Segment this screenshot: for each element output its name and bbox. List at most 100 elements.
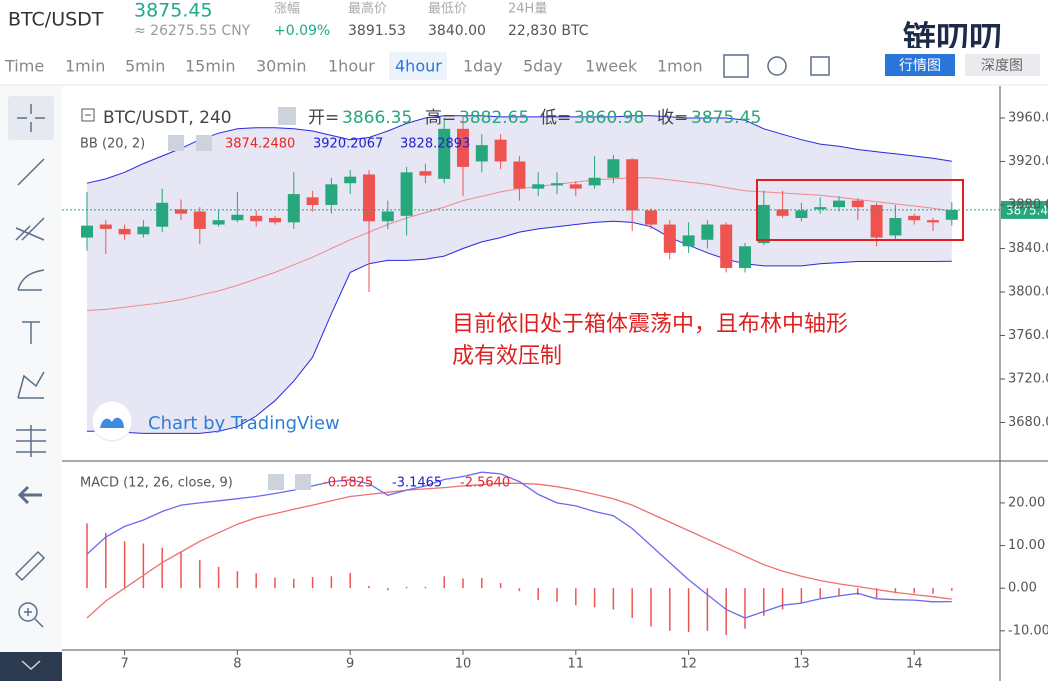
candle-body xyxy=(720,224,733,269)
view-button-active[interactable] xyxy=(885,54,955,76)
candle-body xyxy=(569,184,582,189)
candle-body xyxy=(475,145,488,162)
macd-dea xyxy=(86,482,952,619)
candle-body xyxy=(81,225,93,238)
cross-tool[interactable] xyxy=(17,104,45,132)
interval[interactable]: 1mon xyxy=(657,57,703,76)
indicator-value: -2.5640 xyxy=(460,476,510,491)
stat-value: 3840.00 xyxy=(428,23,486,39)
stat-label: 最低价 xyxy=(428,2,467,17)
candle-body xyxy=(833,200,845,208)
collapse-icon[interactable] xyxy=(81,108,95,122)
ohlc-label: 开= xyxy=(308,108,339,128)
interval[interactable]: 5day xyxy=(523,57,563,76)
candle-body xyxy=(551,183,563,186)
price-tag xyxy=(1001,200,1048,219)
stat-value: 3891.53 xyxy=(348,23,406,39)
ohlc-value: 3875.45 xyxy=(691,108,761,128)
view-label: 深度图 xyxy=(981,58,1023,74)
ohlc-value: 3882.65 xyxy=(459,108,529,128)
y-tick-label: 3840.00 xyxy=(1008,241,1048,256)
candle-body xyxy=(325,184,338,205)
y-tick-label: 20.00 xyxy=(1008,495,1045,510)
x-tick-label: 10 xyxy=(455,657,472,672)
interval[interactable]: 1hour xyxy=(328,57,375,76)
settings-icon[interactable] xyxy=(278,107,296,125)
stat-value: 22,830 BTC xyxy=(508,23,589,39)
zoom-tool[interactable] xyxy=(24,608,44,628)
watermark: Chart by TradingView xyxy=(148,413,340,434)
candle-body xyxy=(795,210,808,219)
fullscreen-icon[interactable] xyxy=(810,56,830,76)
pattern-tool[interactable] xyxy=(17,371,45,399)
close-icon[interactable] xyxy=(295,474,311,490)
x-tick-label: 7 xyxy=(120,657,128,672)
text-tool[interactable] xyxy=(22,321,40,344)
ohlc-legend: 开= 3866.35 高= 3882.65 低= 3860.98 收= 3875.45 xyxy=(308,108,761,128)
interval[interactable]: 4hour xyxy=(395,57,442,76)
candle-body xyxy=(175,209,187,214)
candle-body xyxy=(212,220,225,225)
candle-body xyxy=(438,128,451,179)
zoom-tool[interactable] xyxy=(18,602,38,622)
candle-body xyxy=(908,215,921,221)
candle-body xyxy=(363,174,375,222)
x-tick-label: 14 xyxy=(906,657,923,672)
close-icon[interactable] xyxy=(196,135,212,151)
watermark-logo xyxy=(100,417,124,428)
candle-body xyxy=(287,194,300,223)
x-tick-label: 13 xyxy=(793,657,810,672)
stat-label: 涨幅 xyxy=(274,2,300,17)
stat-value: +0.09% xyxy=(274,23,330,39)
candle-body xyxy=(776,209,789,216)
measure-tool[interactable] xyxy=(16,425,46,457)
interval[interactable]: 15min xyxy=(185,57,236,76)
stats: 涨幅 +0.09% 最高价 3891.53 最低价 3840.00 24H量 22,830 B… xyxy=(274,1,589,40)
candle-body xyxy=(607,159,620,178)
band-upper xyxy=(86,115,952,184)
candle-body xyxy=(494,139,507,162)
watermark-logo xyxy=(91,400,133,442)
candle-body xyxy=(814,207,827,210)
interval[interactable]: 5min xyxy=(125,57,165,76)
back-tool[interactable] xyxy=(17,485,42,505)
collapse[interactable] xyxy=(0,652,62,681)
stat-label: 24H量 xyxy=(508,2,547,17)
brush-tool[interactable] xyxy=(17,269,45,291)
line-tool[interactable] xyxy=(17,158,45,186)
interval[interactable]: 30min xyxy=(256,57,307,76)
candle-body xyxy=(626,159,639,211)
tool-active[interactable] xyxy=(8,96,54,140)
header-bg xyxy=(0,0,1048,48)
ohlc-label: 高= xyxy=(425,108,456,128)
band-fill xyxy=(87,115,952,434)
candle-body xyxy=(945,209,958,220)
interval[interactable]: 1day xyxy=(463,57,503,76)
price: 3875.45 xyxy=(134,0,213,22)
indicator-value: -3.1465 xyxy=(392,476,442,491)
candle-body xyxy=(419,171,432,176)
fib-tool[interactable] xyxy=(15,217,45,241)
candle-body xyxy=(588,177,601,186)
candle-body xyxy=(306,197,319,205)
indicator-icon[interactable] xyxy=(723,54,749,78)
settings-icon[interactable] xyxy=(767,56,787,76)
settings-icon[interactable] xyxy=(268,474,284,490)
interval[interactable]: Time xyxy=(4,57,44,76)
candle-body xyxy=(663,224,676,253)
annotation: 目前依旧处于箱体震荡中，且布林中轴形 xyxy=(452,312,848,337)
interval[interactable]: 1min xyxy=(65,57,105,76)
macd-dif xyxy=(86,471,952,619)
ruler-tool[interactable] xyxy=(14,550,46,582)
y-tick-label: 3960.00 xyxy=(1008,110,1048,125)
price-pane xyxy=(81,115,958,434)
interval-active-bg xyxy=(389,52,447,80)
indicator-label: BB (20, 2) xyxy=(80,137,145,152)
view-button[interactable] xyxy=(965,54,1040,76)
candle-body xyxy=(757,204,770,244)
interval[interactable]: 1week xyxy=(585,57,638,76)
settings-icon[interactable] xyxy=(168,135,184,151)
candle-body xyxy=(118,228,131,235)
ohlc-value: 3866.35 xyxy=(342,108,412,128)
